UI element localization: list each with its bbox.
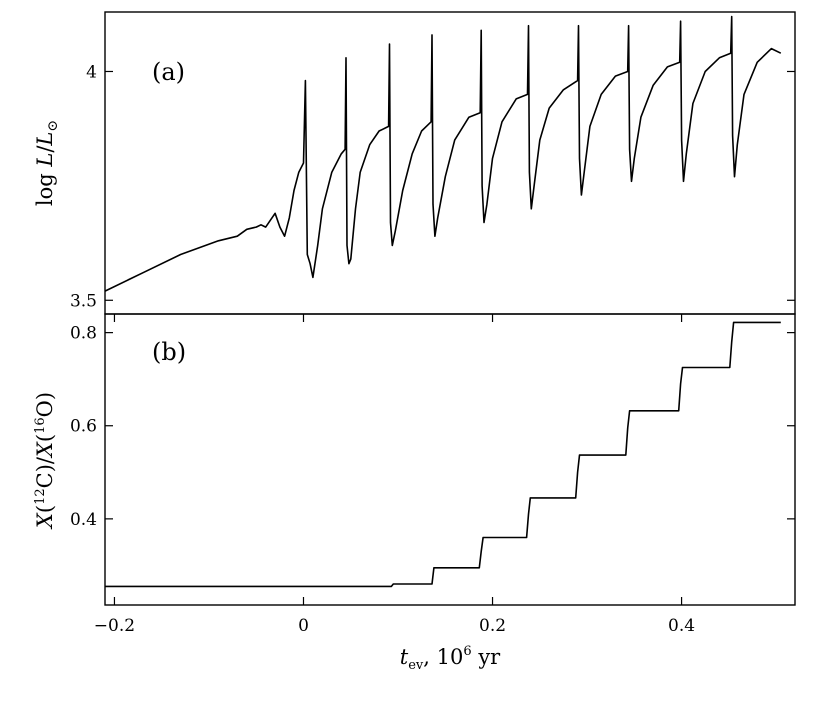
x-tick-label: −0.2 — [94, 616, 135, 636]
ylabel-b-paren2: ( — [33, 434, 57, 442]
panel-b: 0.40.60.8 −0.2 0 0.2 0.4 (b) X(12C)/X(16O) … — [33, 313, 796, 673]
panel-b-y-axis-label: X(12C)/X(16O) — [33, 392, 57, 530]
xlabel-10: , 10 — [423, 645, 463, 669]
luminosity-series-line — [104, 15, 782, 292]
x-axis-label: tev, 106 yr — [400, 644, 501, 673]
x-tick-label: 0.2 — [479, 616, 506, 636]
xlabel-ev: ev — [408, 658, 424, 673]
ylabel-a-sun-symbol: ⊙ — [45, 120, 61, 132]
ylabel-a-slash: / — [33, 145, 57, 153]
ylabel-b-O: O) — [33, 392, 57, 417]
panel-b-frame — [104, 313, 796, 606]
panel-a: 3.54 (a) log L/L⊙ — [33, 11, 796, 315]
ylabel-a-L2: L — [33, 132, 57, 147]
ylabel-b-X2: X — [33, 441, 57, 459]
y-tick-label: 0.4 — [70, 510, 97, 530]
ylabel-b-16: 16 — [33, 417, 48, 434]
y-tick-label: 0.8 — [70, 324, 97, 344]
ylabel-b-C: C)/ — [33, 456, 57, 488]
ylabel-a-log: log — [33, 167, 57, 206]
y-tick-label: 0.6 — [70, 417, 97, 437]
carbon-oxygen-ratio-series-line — [105, 321, 781, 588]
panel-b-y-ticks: 0.4 0.6 0.8 — [70, 324, 795, 530]
y-tick-label: 4 — [86, 62, 97, 82]
xlabel-exp: 6 — [463, 644, 471, 659]
ylabel-b-X1: X — [33, 512, 57, 530]
panel-a-frame — [104, 11, 796, 315]
ylabel-a-L1: L — [33, 153, 57, 168]
panel-a-y-axis-label: log L/L⊙ — [33, 120, 61, 206]
xlabel-yr: yr — [472, 645, 502, 669]
x-tick-label: 0.4 — [668, 616, 695, 636]
panel-b-label: (b) — [152, 338, 186, 366]
panel-a-label: (a) — [152, 58, 185, 86]
y-tick-label: 3.5 — [70, 291, 97, 311]
ylabel-b-paren1: ( — [33, 505, 57, 513]
ylabel-b-12: 12 — [33, 488, 48, 505]
x-tick-label: 0 — [298, 616, 309, 636]
panel-b-x-ticks: −0.2 0 0.2 0.4 — [94, 314, 695, 636]
xlabel-t: t — [400, 645, 409, 669]
panel-a-y-ticks: 3.54 — [70, 62, 795, 311]
